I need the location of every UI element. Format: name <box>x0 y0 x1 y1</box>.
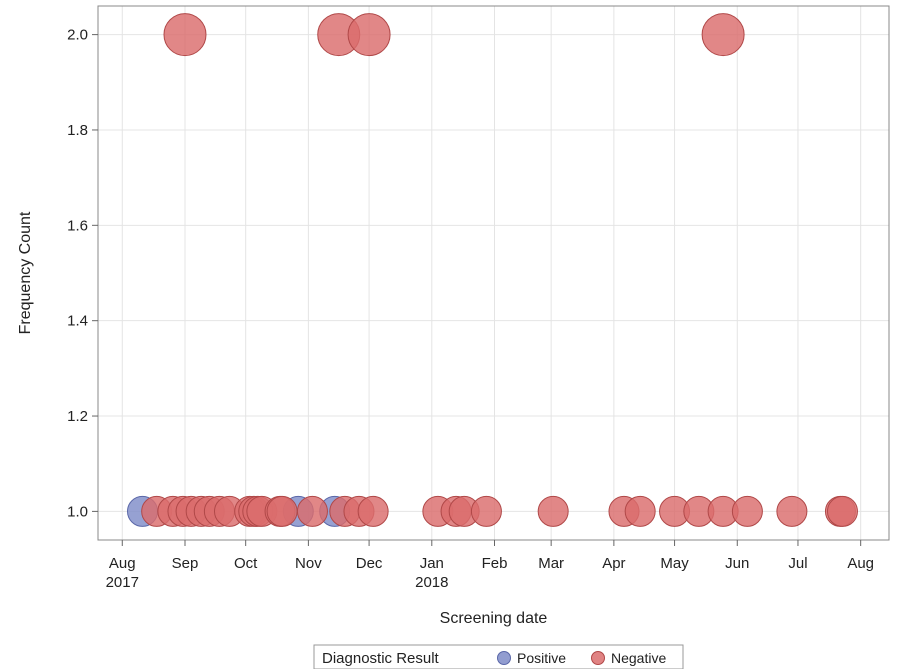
x-tick-label: Oct <box>234 555 258 572</box>
x-tick-label: Dec <box>356 555 383 572</box>
data-points <box>127 13 858 527</box>
x-tick-label: Nov <box>295 555 322 572</box>
x-tick-label: Jul <box>788 555 807 572</box>
x-axis-title: Screening date <box>440 610 548 627</box>
legend-label-negative: Negative <box>611 650 666 666</box>
y-axis: 1.0 1.2 1.4 1.6 1.8 2.0 <box>67 27 98 520</box>
x-tick-label: Aug <box>847 555 874 572</box>
x-tick-label: Mar <box>538 555 564 572</box>
data-point-negative <box>296 495 328 527</box>
data-point-negative <box>701 13 745 57</box>
data-point-negative <box>470 495 502 527</box>
y-axis-title: Frequency Count <box>17 211 34 334</box>
legend-marker-positive <box>497 651 511 665</box>
y-tick-label: 1.8 <box>67 122 88 139</box>
x-tick-label: May <box>660 555 689 572</box>
x-axis: Aug 2017 Sep Oct Nov Dec Jan 2018 Feb Mar Apr May Ju… <box>106 540 874 591</box>
data-point-negative <box>537 495 569 527</box>
y-tick-label: 1.2 <box>67 408 88 425</box>
data-point-negative <box>357 495 389 527</box>
x-tick-label: Sep <box>172 555 199 572</box>
x-tick-label: Feb <box>482 555 508 572</box>
y-tick-label: 2.0 <box>67 27 88 44</box>
x-tick-label: Jan <box>420 555 444 572</box>
legend-title: Diagnostic Result <box>322 650 440 667</box>
data-point-negative <box>776 495 808 527</box>
data-point-negative <box>266 495 298 527</box>
legend-marker-negative <box>591 651 605 665</box>
data-point-negative <box>826 495 858 527</box>
data-point-negative <box>163 13 207 57</box>
data-point-negative <box>347 13 391 57</box>
plot-frame <box>97 5 890 541</box>
legend-label-positive: Positive <box>517 650 566 666</box>
x-tick-label: Apr <box>602 555 625 572</box>
data-point-negative <box>731 495 763 527</box>
x-tick-label: Jun <box>725 555 749 572</box>
y-tick-label: 1.6 <box>67 217 88 234</box>
y-tick-label: 1.4 <box>67 313 88 330</box>
legend: Diagnostic Result Positive Negative <box>313 644 684 669</box>
y-tick-label: 1.0 <box>67 503 88 520</box>
x-tick-label: Aug <box>109 555 136 572</box>
x-tick-year-label: 2018 <box>415 574 448 591</box>
x-tick-year-label: 2017 <box>106 574 139 591</box>
data-point-negative <box>624 495 656 527</box>
grid-lines <box>98 6 889 540</box>
